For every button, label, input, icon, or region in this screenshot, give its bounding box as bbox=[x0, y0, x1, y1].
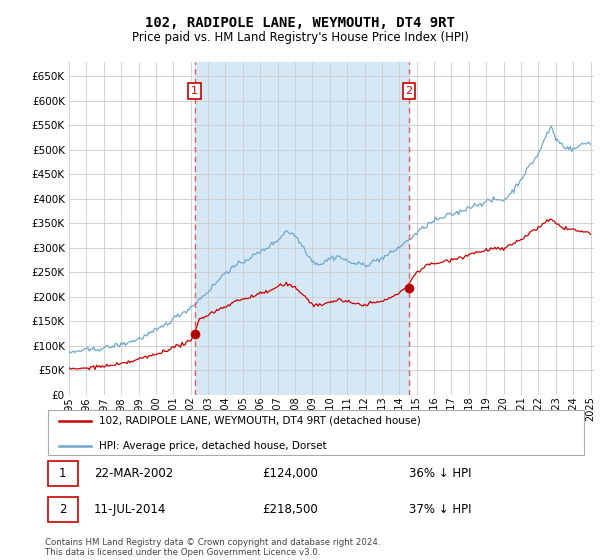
Text: 37% ↓ HPI: 37% ↓ HPI bbox=[409, 503, 472, 516]
Bar bbox=[194, 62, 409, 395]
Text: Price paid vs. HM Land Registry's House Price Index (HPI): Price paid vs. HM Land Registry's House … bbox=[131, 31, 469, 44]
Text: 2: 2 bbox=[59, 503, 67, 516]
Text: 1: 1 bbox=[59, 467, 67, 480]
Text: £124,000: £124,000 bbox=[262, 467, 318, 480]
Text: HPI: Average price, detached house, Dorset: HPI: Average price, detached house, Dors… bbox=[100, 441, 327, 451]
Text: £218,500: £218,500 bbox=[262, 503, 318, 516]
Text: 36% ↓ HPI: 36% ↓ HPI bbox=[409, 467, 472, 480]
Text: 11-JUL-2014: 11-JUL-2014 bbox=[94, 503, 166, 516]
FancyBboxPatch shape bbox=[48, 497, 77, 522]
FancyBboxPatch shape bbox=[48, 461, 77, 486]
Text: 1: 1 bbox=[191, 86, 198, 96]
Text: 102, RADIPOLE LANE, WEYMOUTH, DT4 9RT: 102, RADIPOLE LANE, WEYMOUTH, DT4 9RT bbox=[145, 16, 455, 30]
Text: 102, RADIPOLE LANE, WEYMOUTH, DT4 9RT (detached house): 102, RADIPOLE LANE, WEYMOUTH, DT4 9RT (d… bbox=[100, 416, 421, 426]
Text: Contains HM Land Registry data © Crown copyright and database right 2024.
This d: Contains HM Land Registry data © Crown c… bbox=[45, 538, 380, 557]
Text: 22-MAR-2002: 22-MAR-2002 bbox=[94, 467, 173, 480]
FancyBboxPatch shape bbox=[48, 410, 584, 455]
Text: 2: 2 bbox=[405, 86, 412, 96]
